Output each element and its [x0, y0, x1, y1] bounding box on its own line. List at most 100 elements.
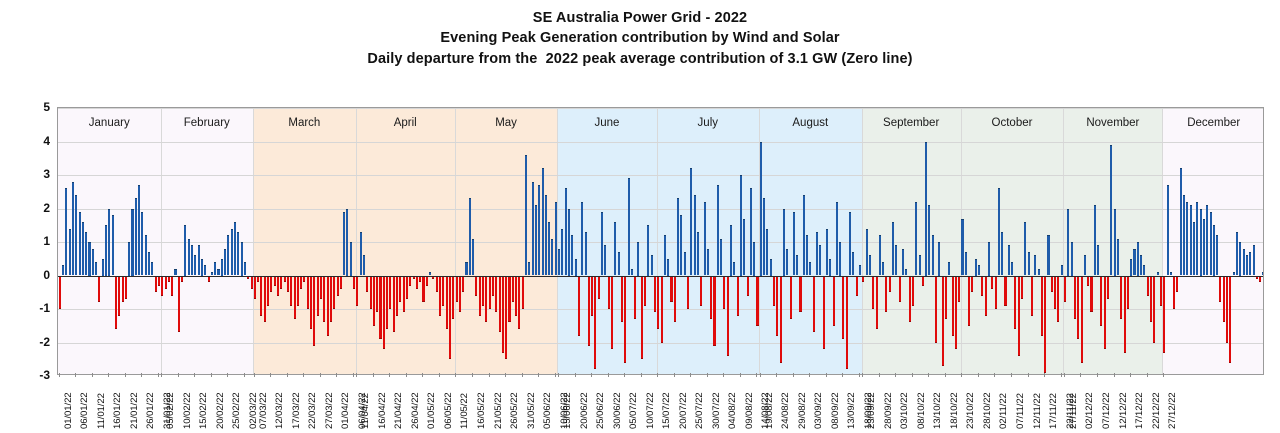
x-tick-label: 08/10/22: [915, 392, 927, 429]
bar: [495, 275, 498, 313]
bar: [131, 208, 134, 276]
x-tick-mark: [690, 373, 692, 377]
gridline-2: [58, 208, 1263, 210]
x-tick-mark: [895, 373, 897, 377]
x-tick-mark: [91, 373, 93, 377]
x-tick-mark: [1044, 373, 1046, 377]
bar: [1202, 218, 1205, 276]
x-tick-mark: [911, 373, 913, 377]
bar: [1249, 252, 1252, 276]
bar: [551, 238, 554, 276]
x-tick-label: 17/03/22: [290, 392, 302, 429]
month-label-april: April: [393, 117, 417, 129]
x-tick-mark: [455, 373, 457, 377]
bar: [610, 275, 614, 350]
bar: [405, 275, 408, 299]
bar: [667, 258, 670, 276]
y-tick-0: 0: [43, 267, 50, 282]
x-tick-label: 01/01/22: [62, 392, 74, 429]
x-tick-label: 11/01/22: [95, 393, 107, 429]
bar: [713, 275, 716, 346]
bar: [134, 198, 137, 276]
bar: [703, 201, 706, 276]
month-separator: [759, 108, 761, 374]
bar: [567, 208, 571, 276]
x-tick-mark: [319, 373, 321, 377]
bar: [1259, 275, 1262, 283]
y-tick-3: 3: [43, 167, 50, 181]
bar: [482, 275, 485, 306]
bar: [528, 262, 531, 276]
month-label-january: January: [88, 117, 130, 129]
bar: [806, 235, 809, 276]
bar: [954, 275, 957, 350]
bar: [1011, 262, 1014, 276]
bar: [1054, 275, 1057, 309]
x-tick-label: 03/09/22: [813, 392, 825, 429]
bar: [144, 235, 147, 276]
bar: [657, 275, 660, 330]
bar: [181, 275, 184, 283]
bar: [448, 275, 451, 360]
bar: [872, 275, 875, 309]
bar: [197, 245, 200, 276]
x-tick-mark: [157, 373, 159, 377]
bar: [799, 275, 802, 313]
bar: [918, 255, 921, 276]
bar: [673, 275, 676, 323]
bar: [270, 275, 273, 293]
x-tick-label: 08/09/22: [829, 392, 841, 429]
x-tick-label: 19/08/22: [763, 392, 775, 429]
x-tick-label: 28/09/22: [882, 392, 894, 429]
gridline--2: [58, 342, 1263, 344]
bar: [267, 275, 270, 306]
x-tick-mark: [739, 373, 741, 377]
bar: [971, 275, 974, 293]
bar: [819, 245, 822, 276]
x-axis-tick-labels: 01/01/22 06/01/22 11/01/22 16/01/22 21/01/22…: [57, 373, 1264, 433]
bar: [601, 211, 604, 276]
bar: [501, 275, 504, 353]
bar: [743, 218, 746, 276]
month-separator: [656, 108, 658, 374]
bar: [210, 272, 213, 276]
bar: [991, 275, 994, 289]
x-tick-label: 27/03/22: [323, 392, 335, 429]
month-separator: [1162, 108, 1164, 374]
bar: [882, 262, 885, 276]
x-tick-label: 26/04/22: [409, 392, 421, 429]
bar: [98, 275, 101, 303]
x-tick-mark: [488, 373, 490, 377]
bar: [1209, 211, 1212, 276]
x-tick-label: 03/10/22: [899, 392, 911, 429]
bar: [1136, 242, 1139, 276]
x-tick-label: 26/01/22: [145, 392, 157, 429]
bar: [802, 195, 805, 276]
bar: [293, 275, 296, 320]
bar: [753, 242, 756, 276]
bar: [958, 275, 961, 303]
bar: [508, 275, 511, 323]
bar: [915, 201, 918, 276]
x-tick-mark: [591, 373, 593, 377]
bar: [303, 275, 306, 283]
bar: [868, 255, 871, 276]
x-tick-label: 12/11/22: [1031, 393, 1043, 429]
x-tick-mark: [270, 373, 272, 377]
x-tick-label: 22/03/22: [307, 392, 319, 429]
bar: [491, 275, 494, 296]
bar: [1007, 245, 1010, 276]
bar: [465, 262, 468, 276]
bar: [749, 188, 752, 276]
x-tick-mark: [944, 373, 946, 377]
bar: [637, 242, 640, 276]
x-tick-mark: [286, 373, 288, 377]
x-tick-mark: [108, 373, 110, 377]
bar: [154, 275, 157, 293]
bar: [1090, 275, 1093, 313]
bar: [1262, 272, 1263, 276]
x-tick-label: 02/12/22: [1084, 392, 1096, 429]
x-tick-label: 25/06/22: [595, 392, 607, 429]
x-tick-label: 13/10/22: [932, 392, 944, 429]
x-tick-mark: [673, 373, 675, 377]
